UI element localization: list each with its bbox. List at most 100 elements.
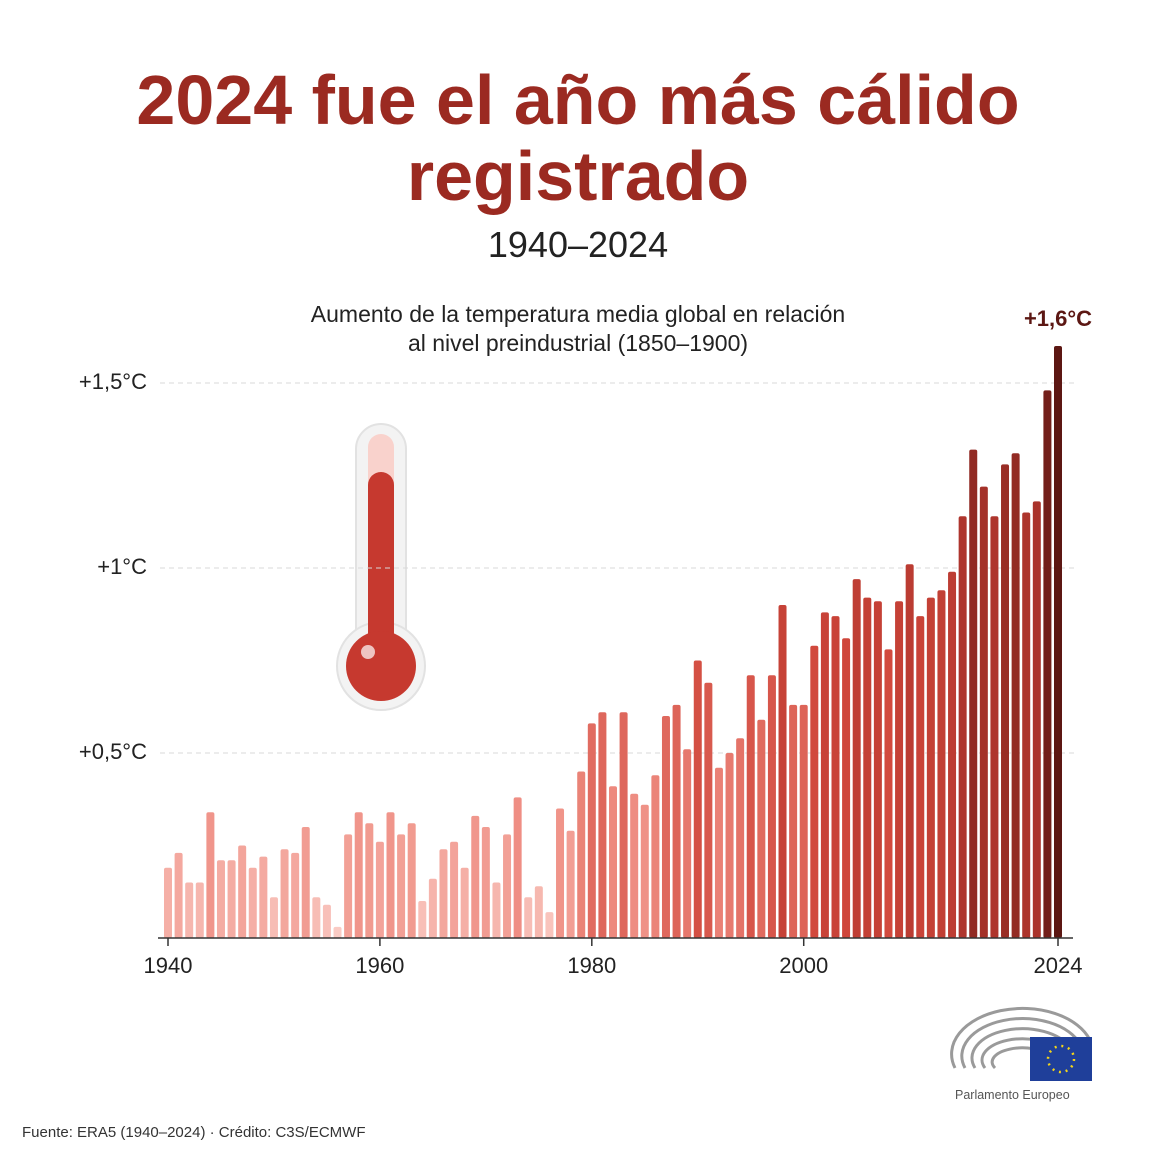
- bar: [503, 834, 512, 938]
- bar: [969, 449, 978, 938]
- bar: [619, 712, 628, 938]
- bar: [640, 804, 649, 938]
- logo-text: Parlamento Europeo: [955, 1088, 1070, 1102]
- eu-logo: [950, 1006, 1092, 1081]
- bar: [206, 812, 215, 938]
- bar: [863, 597, 872, 938]
- bar: [365, 823, 374, 938]
- bar: [958, 516, 967, 938]
- x-tick-label: 1960: [355, 953, 404, 978]
- x-tick-label: 2024: [1034, 953, 1083, 978]
- bar: [269, 897, 278, 938]
- bar: [810, 645, 819, 938]
- bar: [301, 827, 310, 938]
- bar: [259, 856, 268, 938]
- bar: [492, 882, 501, 938]
- bar: [767, 675, 776, 938]
- bar: [873, 601, 882, 938]
- bar: [185, 882, 194, 938]
- bar: [428, 878, 437, 938]
- bar: [534, 886, 543, 938]
- bar: [545, 912, 554, 938]
- bar: [450, 841, 459, 938]
- bar: [1043, 390, 1052, 938]
- bar: [164, 867, 172, 938]
- bar: [661, 716, 670, 938]
- bar: [831, 616, 840, 938]
- bar: [683, 749, 692, 938]
- y-tick-label: +1,5°C: [79, 369, 147, 394]
- bar: [195, 882, 204, 938]
- bar: [926, 597, 935, 938]
- bar: [672, 704, 681, 938]
- bar: [714, 767, 723, 938]
- bar: [386, 812, 395, 938]
- bar: [248, 867, 257, 938]
- bar: [471, 815, 480, 938]
- x-tick-label: 2000: [779, 953, 828, 978]
- bar: [439, 849, 448, 938]
- bar: [354, 812, 363, 938]
- bar: [916, 616, 925, 938]
- bar: [820, 612, 829, 938]
- bar: [630, 793, 639, 938]
- bar: [799, 704, 808, 938]
- bar: [1032, 501, 1041, 938]
- bar: [566, 830, 575, 938]
- bar: [852, 579, 861, 938]
- bar: [216, 860, 225, 938]
- bar: [1054, 346, 1062, 938]
- axis-caption: Aumento de la temperatura media global e…: [310, 301, 846, 356]
- bar: [757, 719, 766, 938]
- bar: [556, 808, 565, 938]
- bar: [778, 605, 787, 938]
- bar: [725, 753, 734, 938]
- bar: [418, 901, 427, 938]
- bar: [524, 897, 533, 938]
- bar: [1022, 512, 1031, 938]
- bar: [990, 516, 999, 938]
- bar: [333, 926, 342, 938]
- bar: [979, 486, 988, 938]
- y-tick-label: +1°C: [97, 554, 147, 579]
- chart-title: 2024 fue el año más cálido registrado: [136, 61, 1020, 215]
- bar: [895, 601, 904, 938]
- bar: [174, 852, 183, 938]
- y-tick-label: +0,5°C: [79, 739, 147, 764]
- bar: [937, 590, 946, 938]
- annotation: +1,6°C: [1024, 306, 1092, 331]
- bar: [375, 841, 384, 938]
- bar: [651, 775, 660, 938]
- bar: [280, 849, 289, 938]
- bar: [238, 845, 247, 938]
- bar: [1011, 453, 1020, 938]
- source-note: Fuente: ERA5 (1940–2024) · Crédito: C3S/…: [22, 1124, 366, 1141]
- bar: [598, 712, 607, 938]
- bar: [789, 704, 798, 938]
- bar: [513, 797, 522, 938]
- chart-subtitle: 1940–2024: [487, 224, 669, 265]
- bar: [842, 638, 851, 938]
- bar: [460, 867, 469, 938]
- thermometer: [336, 423, 426, 711]
- bar: [397, 834, 406, 938]
- bar: [884, 649, 893, 938]
- bar: [693, 660, 702, 938]
- bar: [227, 860, 236, 938]
- bar: [1001, 464, 1010, 938]
- bar: [746, 675, 755, 938]
- bar: [587, 723, 596, 938]
- bar: [577, 771, 586, 938]
- bar: [312, 897, 321, 938]
- bar: [291, 852, 300, 938]
- x-tick-label: 1940: [144, 953, 193, 978]
- bar: [948, 571, 957, 938]
- bar: [704, 682, 713, 938]
- bar: [609, 786, 617, 938]
- bar: [905, 564, 914, 938]
- bar: [322, 904, 331, 938]
- bar: [481, 827, 490, 938]
- bar: [344, 834, 353, 938]
